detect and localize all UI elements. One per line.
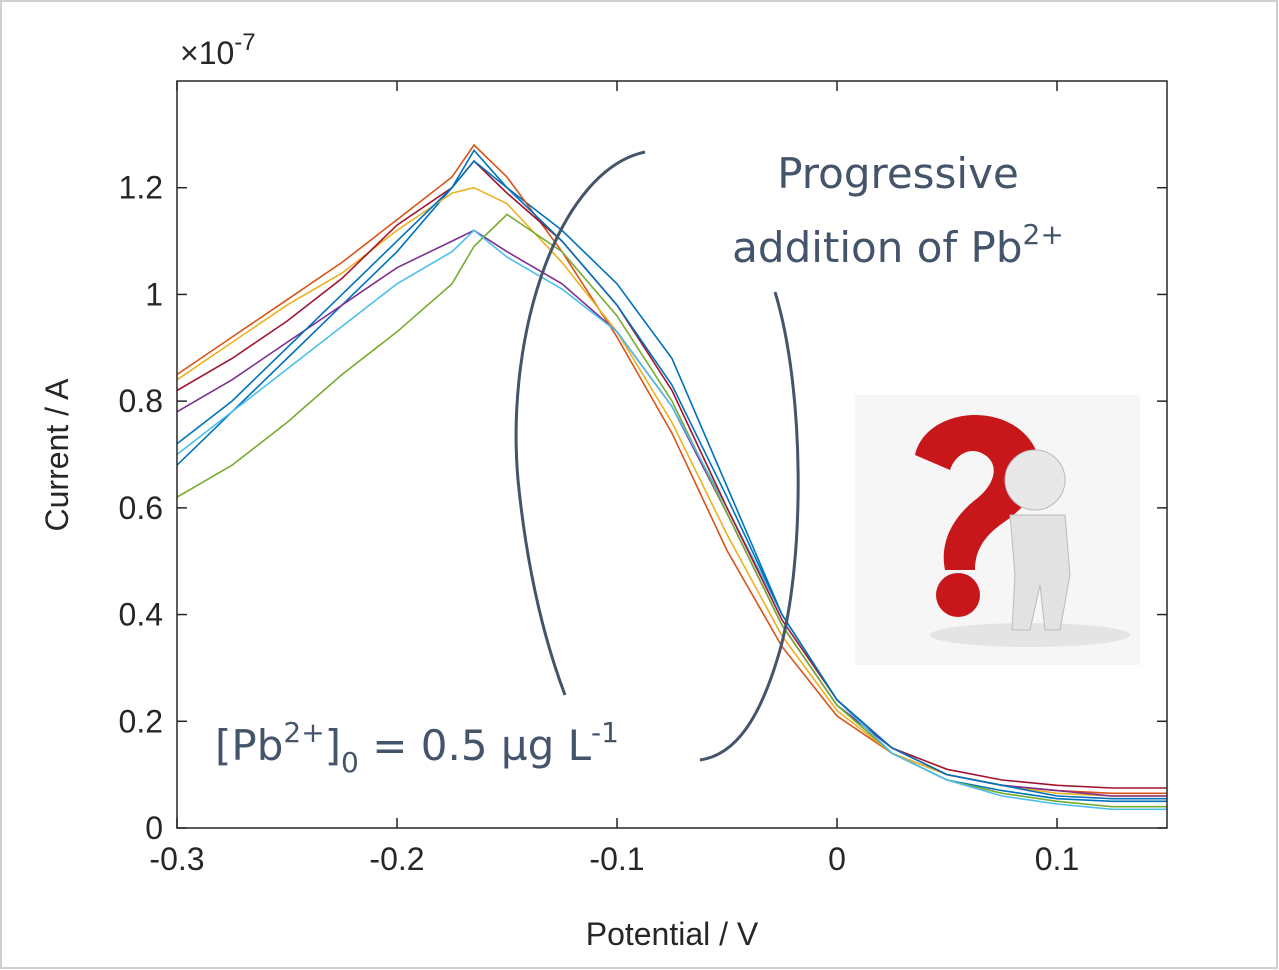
annotation: Progressive (777, 149, 1019, 198)
y-tick-label: 0.8 (119, 383, 163, 419)
x-tick-label: 0 (828, 841, 846, 877)
y-tick-label: 0.2 (119, 703, 163, 739)
y-tick-label: 0.4 (119, 597, 163, 633)
y-tick-label: 0.6 (119, 490, 163, 526)
y-tick-label: 0 (145, 810, 163, 846)
ellipse-arc (514, 150, 646, 696)
figure-head (1004, 449, 1066, 511)
figure-body (1009, 514, 1071, 631)
x-axis-label: Potential / V (586, 916, 759, 952)
ellipse-arc (699, 291, 800, 762)
series-line (176, 159, 1167, 800)
shadow (930, 623, 1130, 647)
series-line (176, 229, 1167, 811)
y-tick-label: 1.2 (119, 170, 163, 206)
question-dot (936, 573, 980, 617)
plot-area: -0.3 -0.2 -0.1 0 0.1 0 0.2 0.4 0.6 0.8 1 1.2 (119, 80, 1168, 877)
axes-box (176, 80, 1168, 829)
y-multiplier: ×10-7 (180, 29, 256, 71)
series-line (176, 159, 1167, 789)
y-tick-label: 1 (145, 276, 163, 312)
annotation: [Pb2+]0 = 0.5 µg L-1 (215, 716, 619, 779)
annotation: addition of Pb2+ (732, 218, 1064, 272)
series-line (176, 149, 1167, 803)
x-tick-label: -0.3 (149, 841, 204, 877)
x-tick-label: -0.2 (369, 841, 424, 877)
question-mark (915, 414, 1041, 570)
x-tick-label: -0.1 (589, 841, 644, 877)
series-line (176, 213, 1167, 808)
x-tick-label: 0.1 (1035, 841, 1079, 877)
y-axis-label: Current / A (39, 378, 75, 532)
illustration (855, 395, 1140, 665)
